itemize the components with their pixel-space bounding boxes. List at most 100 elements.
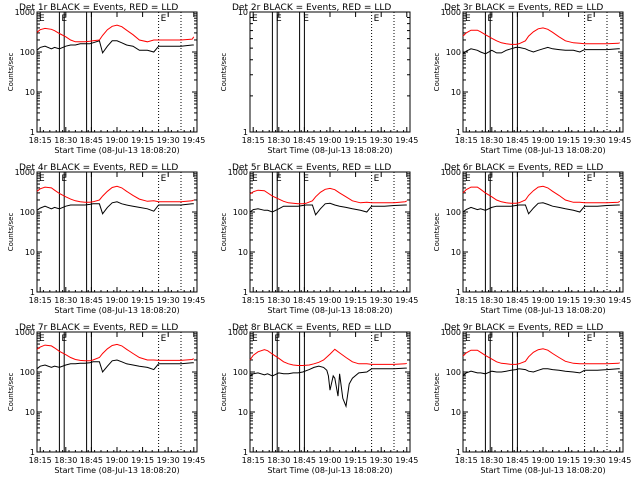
x-tick-label: 19:30	[370, 136, 393, 145]
x-tick-label: 19:45	[395, 136, 418, 145]
x-axis-label: Start Time (08-Jul-13 18:08:20)	[54, 466, 179, 475]
x-tick-label: 18:45	[80, 456, 103, 465]
lld-series-line	[462, 185, 621, 204]
lld-series-line	[36, 24, 195, 43]
x-axis-label: Start Time (08-Jul-13 18:08:20)	[480, 146, 605, 155]
panel-title: Det 3r BLACK = Events, RED = LLD	[444, 3, 603, 13]
x-tick-label: 19:45	[608, 136, 631, 145]
x-tick-label: 19:15	[131, 296, 154, 305]
y-tick-label: 10	[25, 408, 35, 417]
detector-panel: Det 9r BLACK = Events, RED = LLD 1 10 100 10…	[433, 323, 631, 475]
y-tick-label: 100	[20, 48, 35, 57]
x-tick-label: 18:30	[267, 296, 290, 305]
x-tick-label: 19:45	[395, 456, 418, 465]
panel-title: Det 8r BLACK = Events, RED = LLD	[232, 323, 391, 333]
x-tick-label: 19:30	[583, 296, 606, 305]
x-tick-label: 18:15	[455, 136, 478, 145]
lld-series-line	[249, 348, 407, 366]
x-tick-label: 18:15	[29, 296, 52, 305]
x-tick-label: 18:45	[506, 296, 529, 305]
x-tick-label: 19:00	[531, 296, 554, 305]
y-tick-label: 1000	[441, 168, 461, 177]
y-tick-label: 1000	[15, 168, 35, 177]
attenuator-marker-label: E	[587, 174, 593, 184]
attenuator-marker-label: E	[276, 14, 282, 24]
attenuator-marker-label: E	[487, 174, 493, 184]
panel-title: Det 1r BLACK = Events, RED = LLD	[19, 3, 178, 13]
lld-series-line	[36, 343, 195, 362]
panel-title: Det 2r BLACK = Events, RED = LLD	[232, 3, 391, 13]
y-tick-label: 1	[243, 288, 248, 297]
x-tick-label: 18:30	[480, 296, 503, 305]
attenuator-marker-label: E	[39, 334, 45, 344]
attenuator-marker-label: E	[161, 334, 167, 344]
x-axis-label: Start Time (08-Jul-13 18:08:20)	[480, 306, 605, 315]
y-tick-label: 10	[451, 88, 461, 97]
detector-panel: Det 2r BLACK = Events, RED = LLD 1 10 18:15…	[220, 3, 418, 155]
attenuator-marker-label: E	[161, 14, 167, 24]
y-tick-label: 1	[456, 288, 461, 297]
x-tick-label: 19:00	[318, 296, 341, 305]
attenuator-marker-label: E	[487, 14, 493, 24]
attenuator-marker-label: E	[465, 174, 471, 184]
y-axis-label: Counts/sec	[433, 213, 441, 252]
detector-panel: Det 7r BLACK = Events, RED = LLD 1 10 100 10…	[7, 323, 205, 475]
x-axis-label: Start Time (08-Jul-13 18:08:20)	[54, 146, 179, 155]
panel-title: Det 4r BLACK = Events, RED = LLD	[19, 163, 178, 173]
y-axis-label: Counts/sec	[7, 373, 15, 412]
y-tick-label: 1	[30, 128, 35, 137]
attenuator-marker-label: E	[587, 334, 593, 344]
y-axis-label: Counts/sec	[7, 213, 15, 252]
y-tick-label: 1	[456, 128, 461, 137]
x-tick-label: 19:15	[344, 456, 367, 465]
x-tick-label: 18:45	[506, 456, 529, 465]
x-axis-label: Start Time (08-Jul-13 18:08:20)	[267, 306, 392, 315]
y-tick-label: 10	[25, 88, 35, 97]
x-tick-label: 19:45	[395, 296, 418, 305]
x-tick-label: 19:00	[531, 456, 554, 465]
y-tick-label: 10	[238, 248, 248, 257]
x-tick-label: 18:45	[293, 136, 316, 145]
x-tick-label: 19:45	[182, 296, 205, 305]
x-tick-label: 19:15	[131, 456, 154, 465]
events-series-line	[462, 202, 620, 215]
y-axis-label: Counts/sec	[220, 213, 228, 252]
detector-panel: Det 6r BLACK = Events, RED = LLD 1 10 100 10…	[433, 163, 631, 315]
attenuator-marker-label: E	[252, 14, 258, 24]
x-tick-label: 18:15	[242, 136, 265, 145]
plot-frame	[462, 11, 624, 133]
y-tick-label: 1	[243, 448, 248, 457]
x-axis-label: Start Time (08-Jul-13 18:08:20)	[480, 466, 605, 475]
x-tick-label: 18:15	[242, 296, 265, 305]
x-tick-label: 18:45	[80, 296, 103, 305]
lld-series-line	[462, 348, 620, 365]
x-tick-label: 18:30	[54, 456, 77, 465]
x-tick-label: 18:45	[80, 136, 103, 145]
y-tick-label: 100	[233, 368, 248, 377]
x-tick-label: 18:45	[506, 136, 529, 145]
y-tick-label: 100	[446, 48, 461, 57]
attenuator-marker-label: E	[487, 334, 493, 344]
x-tick-label: 18:45	[293, 296, 316, 305]
y-tick-label: 1000	[441, 8, 461, 17]
events-series-line	[249, 202, 407, 216]
x-tick-label: 18:30	[267, 456, 290, 465]
y-tick-label: 1000	[15, 328, 35, 337]
y-tick-label: 10	[238, 8, 248, 17]
x-tick-label: 19:00	[318, 456, 341, 465]
x-tick-label: 19:15	[557, 296, 580, 305]
y-tick-label: 1000	[228, 328, 248, 337]
x-tick-label: 18:30	[54, 136, 77, 145]
y-tick-label: 1000	[441, 328, 461, 337]
panel-title: Det 7r BLACK = Events, RED = LLD	[19, 323, 178, 333]
x-tick-label: 19:00	[318, 136, 341, 145]
x-tick-label: 19:00	[105, 296, 128, 305]
detector-panel: Det 5r BLACK = Events, RED = LLD 1 10 100 10…	[220, 163, 418, 315]
plot-frame	[462, 331, 624, 453]
x-tick-label: 19:00	[105, 456, 128, 465]
attenuator-marker-label: E	[274, 334, 280, 344]
lld-series-line	[36, 185, 195, 203]
y-tick-label: 1000	[15, 8, 35, 17]
